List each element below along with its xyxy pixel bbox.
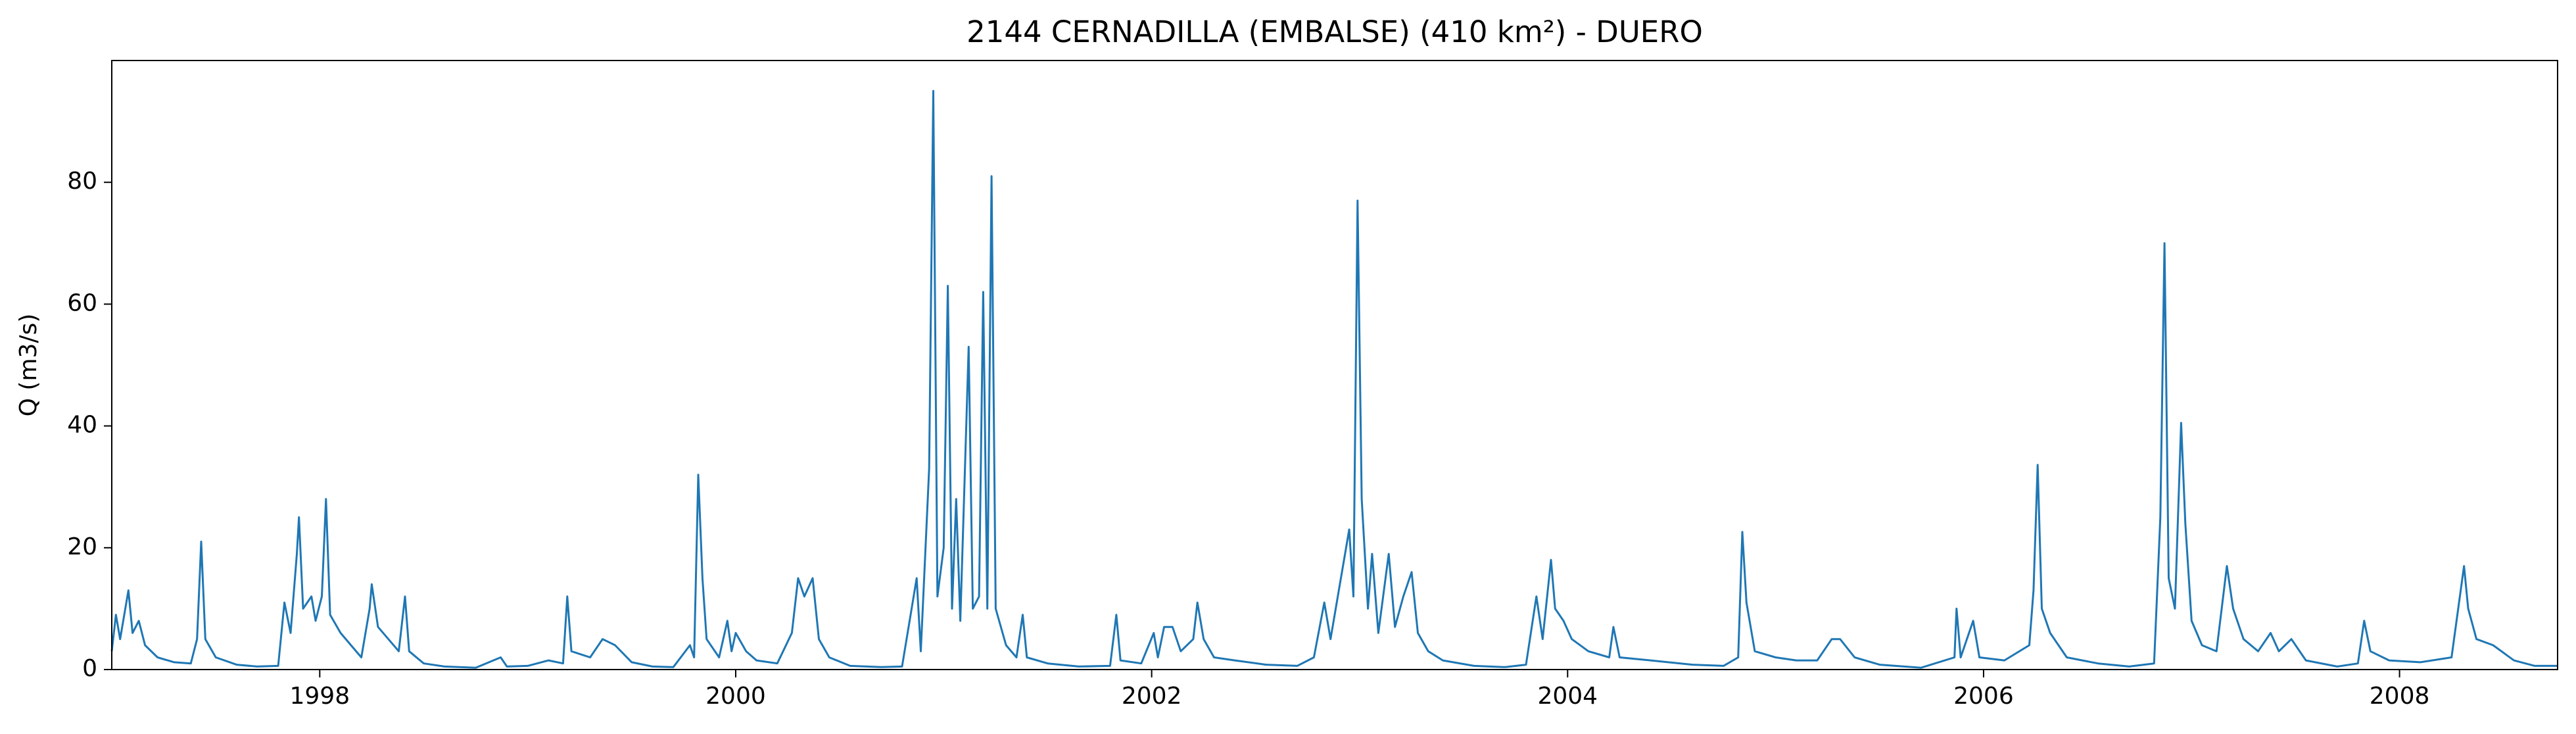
data-line — [110, 89, 2558, 669]
x-tick-label: 2002 — [1122, 683, 1182, 710]
y-tick-label: 40 — [67, 412, 97, 439]
y-tick-label: 0 — [82, 655, 97, 682]
x-tick-label: 2006 — [1953, 683, 2014, 710]
y-axis-label: Q (m3/s) — [15, 314, 42, 417]
x-tick-label: 2000 — [705, 683, 766, 710]
y-tick-label: 60 — [67, 289, 97, 316]
x-tick-label: 2004 — [1537, 683, 1598, 710]
x-tick-label: 2008 — [2370, 683, 2430, 710]
x-tick-label: 1998 — [290, 683, 350, 710]
y-tick-label: 80 — [67, 168, 97, 195]
plot-frame — [111, 60, 2558, 670]
y-tick-label: 20 — [67, 533, 97, 560]
chart-title: 2144 CERNADILLA (EMBALSE) (410 km²) - DU… — [966, 14, 1703, 49]
